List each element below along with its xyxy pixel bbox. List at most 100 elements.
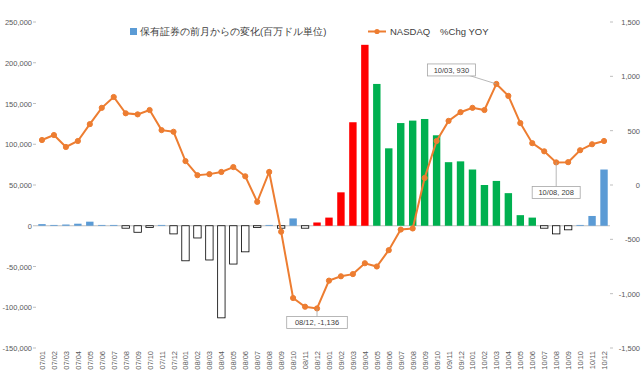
bar <box>469 170 476 226</box>
line-marker <box>75 138 80 143</box>
line-marker <box>446 118 451 123</box>
x-tick-label: 07/03 <box>62 351 71 370</box>
y2-tick <box>610 22 613 23</box>
line-marker <box>147 107 152 112</box>
line-marker <box>518 120 523 125</box>
bar <box>146 226 153 228</box>
line-marker <box>530 141 535 146</box>
line <box>42 84 604 309</box>
bar <box>505 193 512 226</box>
x-tick-label: 09/10 <box>433 351 442 370</box>
y-tick <box>33 307 36 308</box>
y2-tick-label: 1,500 <box>621 18 640 27</box>
bar <box>134 226 141 233</box>
line-marker <box>219 169 224 174</box>
line-marker <box>458 110 463 115</box>
line-marker <box>135 112 140 117</box>
bar <box>564 226 571 230</box>
line-marker <box>566 160 571 165</box>
x-tick-label: 08/09 <box>277 351 286 370</box>
y-tick-label: 100,000 <box>5 140 32 149</box>
x-tick-label: 08/03 <box>205 351 214 370</box>
y-tick-label: -150,000 <box>2 344 32 353</box>
x-tick-label: 08/10 <box>289 351 298 370</box>
bar <box>289 218 296 225</box>
bar <box>206 226 213 260</box>
x-tick-label: 08/12 <box>313 351 322 370</box>
line-marker <box>231 164 236 169</box>
bar <box>38 224 45 226</box>
bar <box>517 215 524 226</box>
bar <box>409 121 416 226</box>
callout-label: 08/12, -1,136 <box>295 318 339 327</box>
callout-box <box>532 186 580 198</box>
x-tick-label: 09/12 <box>457 351 466 370</box>
x-tick-label: 09/05 <box>373 351 382 370</box>
y-tick <box>33 225 36 226</box>
bar <box>325 218 332 226</box>
bar <box>158 224 165 226</box>
bar <box>62 225 69 226</box>
y2-tick-label: 1,000 <box>621 72 640 81</box>
x-tick-label: 09/09 <box>421 351 430 370</box>
x-tick-label: 08/02 <box>193 351 202 370</box>
y-tick <box>33 62 36 63</box>
bar <box>313 222 320 225</box>
bar <box>529 218 536 226</box>
x-tick-label: 10/10 <box>576 351 585 370</box>
y-tick <box>33 103 36 104</box>
line-marker <box>398 227 403 232</box>
bar <box>481 185 488 226</box>
x-tick-label: 10/03 <box>492 351 501 370</box>
bar <box>445 162 452 226</box>
y2-tick <box>610 76 613 77</box>
x-tick-label: 07/06 <box>98 351 107 370</box>
bar <box>218 226 225 318</box>
line-marker <box>255 199 260 204</box>
line-marker <box>243 174 248 179</box>
line-marker <box>267 169 272 174</box>
chart: -150,000-100,000-50,000050,000100,000150… <box>0 0 644 382</box>
y-tick-label: 150,000 <box>5 100 32 109</box>
x-tick-label: 08/04 <box>217 351 226 370</box>
line-marker <box>302 304 307 309</box>
x-tick-label: 10/01 <box>468 351 477 370</box>
legend-swatch <box>374 29 379 34</box>
bar <box>110 224 117 226</box>
line-marker <box>171 129 176 134</box>
y-tick <box>33 348 36 349</box>
bar <box>588 216 595 226</box>
bar <box>86 222 93 226</box>
line-marker <box>338 274 343 279</box>
bar <box>361 45 368 226</box>
y-tick-label: -50,000 <box>7 263 32 272</box>
y2-tick-label: -1,500 <box>619 344 640 353</box>
y-tick-label: -100,000 <box>2 303 32 312</box>
x-tick-label: 08/07 <box>253 351 262 370</box>
line-marker <box>470 105 475 110</box>
line-marker <box>195 173 200 178</box>
y-tick-label: 200,000 <box>5 59 32 68</box>
x-tick-label: 07/09 <box>134 351 143 370</box>
bar <box>170 226 177 234</box>
bar <box>301 226 308 228</box>
legend-swatch <box>130 28 137 35</box>
x-tick-label: 08/11 <box>301 351 310 369</box>
line-marker <box>374 264 379 269</box>
bar <box>265 224 272 226</box>
bar <box>397 123 404 226</box>
y2-tick-label: -1,000 <box>619 290 640 299</box>
line-marker <box>99 105 104 110</box>
line-marker <box>386 248 391 253</box>
bar <box>242 226 249 252</box>
x-tick-label: 09/11 <box>445 351 454 369</box>
bar <box>373 84 380 226</box>
x-tick-label: 07/07 <box>110 351 119 370</box>
x-tick-label: 10/09 <box>564 351 573 370</box>
x-tick-label: 08/08 <box>265 351 274 370</box>
line-marker <box>63 144 68 149</box>
x-tick-label: 09/06 <box>385 351 394 370</box>
line-marker <box>159 128 164 133</box>
y2-tick <box>610 239 613 240</box>
y2-tick <box>610 293 613 294</box>
